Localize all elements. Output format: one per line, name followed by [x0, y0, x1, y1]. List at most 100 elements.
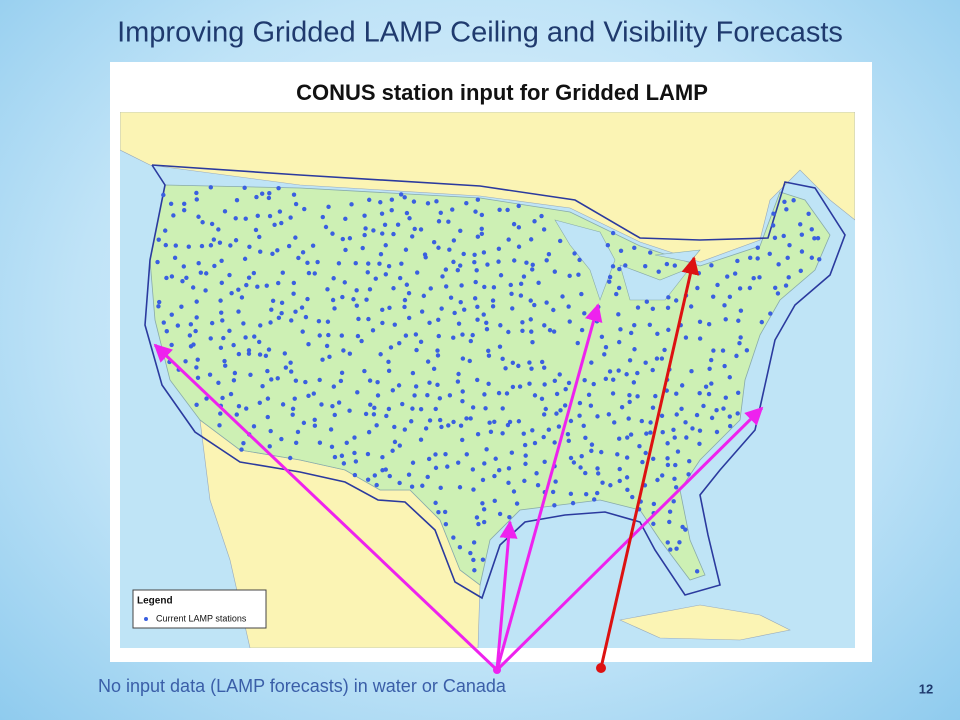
station	[264, 283, 269, 288]
station	[425, 474, 430, 480]
station	[254, 194, 259, 200]
station	[468, 416, 473, 421]
station	[290, 412, 295, 417]
station	[530, 428, 535, 433]
station	[667, 509, 673, 514]
station	[479, 231, 485, 236]
station	[470, 405, 476, 410]
station	[279, 220, 284, 226]
station	[673, 485, 679, 490]
station	[276, 315, 282, 321]
station	[342, 280, 347, 285]
station	[418, 227, 424, 232]
station	[665, 305, 671, 310]
station	[492, 498, 497, 504]
station	[551, 329, 557, 334]
station	[748, 255, 753, 261]
station	[257, 400, 262, 406]
station	[194, 402, 199, 408]
station	[734, 353, 739, 359]
station	[675, 449, 681, 454]
station	[607, 369, 613, 374]
station	[490, 304, 496, 309]
station	[534, 471, 539, 476]
station	[450, 207, 455, 212]
station	[627, 392, 632, 398]
station	[317, 333, 322, 338]
station	[635, 305, 641, 310]
station	[668, 547, 673, 552]
station	[236, 351, 242, 357]
station	[191, 342, 196, 347]
station	[610, 264, 616, 269]
station	[522, 442, 528, 448]
station	[735, 411, 740, 416]
station	[541, 227, 547, 232]
station	[208, 336, 213, 341]
station	[219, 258, 224, 263]
station	[414, 347, 419, 353]
station	[650, 405, 656, 410]
station	[472, 259, 477, 265]
station	[697, 336, 703, 341]
station	[751, 275, 756, 281]
station	[464, 452, 469, 457]
station	[509, 291, 514, 296]
arrow-origin	[596, 663, 606, 673]
station	[378, 200, 383, 205]
station	[467, 358, 472, 364]
station	[352, 435, 357, 440]
station	[722, 363, 727, 369]
station	[196, 261, 201, 266]
station	[288, 215, 293, 220]
station	[571, 460, 577, 465]
station	[625, 487, 630, 493]
station	[169, 312, 174, 317]
station	[292, 396, 297, 401]
station	[541, 412, 547, 417]
station	[612, 420, 617, 425]
station	[624, 475, 630, 480]
station	[688, 304, 694, 309]
station	[306, 393, 311, 399]
station	[500, 431, 505, 436]
station	[223, 363, 228, 368]
station	[539, 359, 545, 365]
station	[579, 453, 584, 459]
station	[418, 339, 424, 345]
station	[406, 290, 412, 296]
station	[363, 411, 369, 417]
station	[410, 406, 415, 411]
station	[619, 405, 625, 410]
map	[120, 112, 855, 648]
station	[660, 473, 665, 478]
station	[618, 248, 624, 253]
station	[293, 201, 299, 207]
station	[614, 291, 619, 297]
station	[815, 236, 821, 241]
station	[447, 247, 452, 252]
station	[329, 444, 335, 449]
station	[175, 323, 181, 328]
station	[247, 244, 252, 249]
station	[259, 191, 265, 196]
station	[616, 368, 621, 373]
station	[407, 216, 412, 221]
station	[639, 418, 645, 424]
station	[448, 295, 454, 300]
station	[312, 417, 317, 422]
station	[270, 251, 275, 257]
station	[193, 328, 198, 334]
station	[623, 263, 628, 268]
station	[382, 222, 388, 227]
station	[722, 303, 727, 308]
station	[421, 293, 427, 299]
station	[464, 200, 469, 206]
station	[665, 441, 670, 446]
station	[672, 263, 678, 268]
station	[258, 323, 263, 328]
station	[498, 323, 503, 328]
station	[481, 312, 486, 317]
station	[508, 282, 513, 288]
station	[355, 390, 360, 395]
